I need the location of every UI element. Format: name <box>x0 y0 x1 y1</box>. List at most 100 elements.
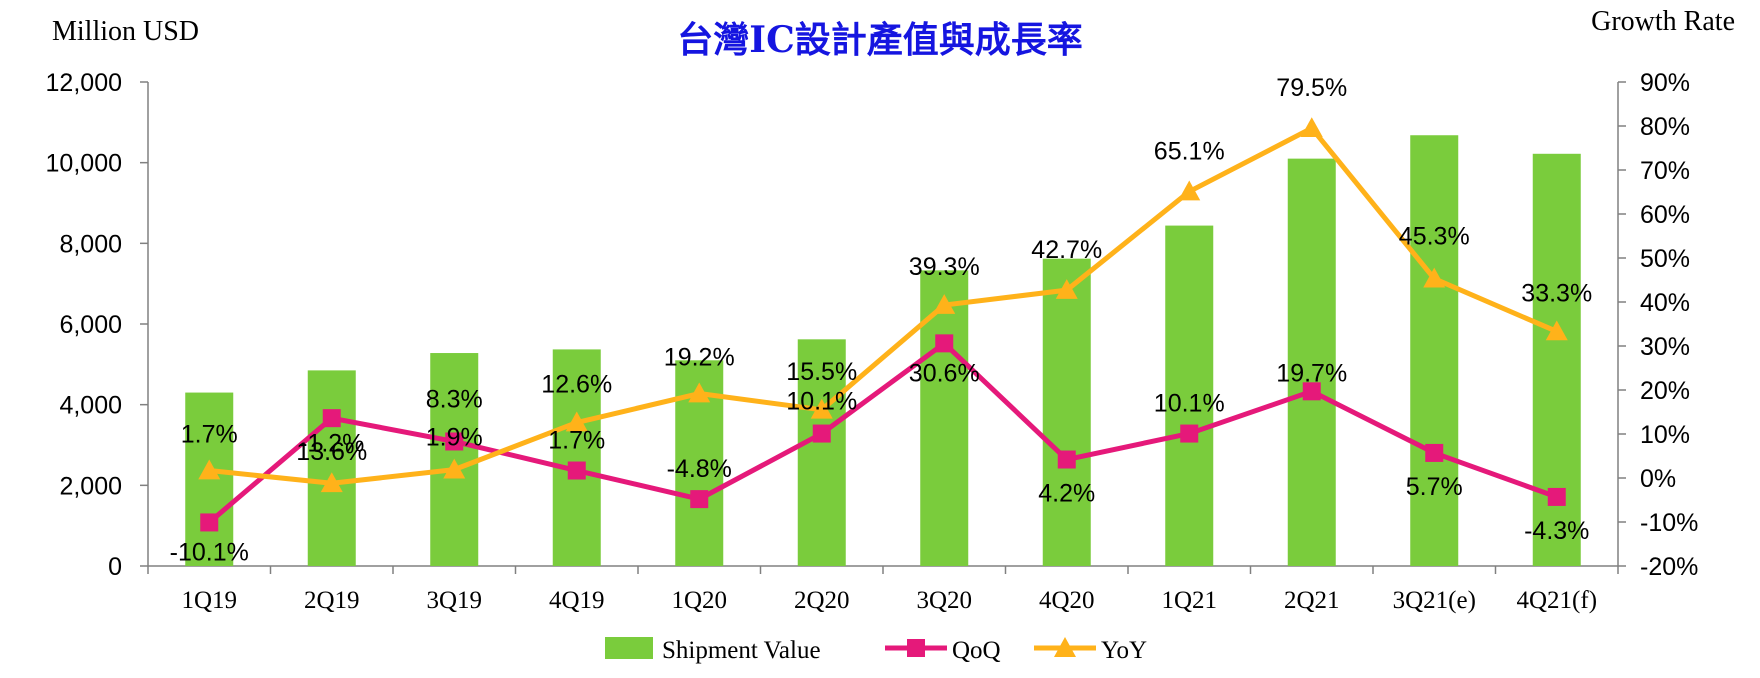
yoy-point <box>443 458 466 479</box>
qoq-point <box>1425 443 1444 462</box>
left-tick-label: 10,000 <box>46 150 122 178</box>
qoq-data-label: 8.3% <box>426 385 483 413</box>
left-tick-label: 0 <box>108 553 122 581</box>
qoq-point <box>1057 450 1076 469</box>
legend: Shipment Value QoQ YoY <box>605 637 1147 664</box>
yoy-point <box>320 472 343 493</box>
line-series <box>198 117 1568 532</box>
right-tick-label: 90% <box>1640 69 1690 97</box>
yoy-data-label: 79.5% <box>1276 74 1347 102</box>
left-axis-label: Million USD <box>52 16 199 47</box>
x-tick-label: 1Q19 <box>181 587 237 614</box>
series-line-yoy <box>208 125 1558 486</box>
legend-label-qoq: QoQ <box>952 637 1001 664</box>
left-tick-label: 6,000 <box>59 311 122 339</box>
x-tick-label: 4Q19 <box>549 587 605 614</box>
qoq-data-label: 4.2% <box>1038 480 1095 508</box>
qoq-point <box>567 461 586 480</box>
right-tick-label: 0% <box>1640 465 1676 493</box>
bar <box>797 339 846 566</box>
x-tick-label: 2Q20 <box>794 587 850 614</box>
qoq-point <box>690 490 709 509</box>
yoy-data-label: 33.3% <box>1521 279 1592 307</box>
x-tick-label: 4Q21(f) <box>1516 587 1597 614</box>
legend-swatch-shipment <box>605 637 653 659</box>
right-tick-label: 30% <box>1640 333 1690 361</box>
x-tick-label: 4Q20 <box>1039 587 1095 614</box>
left-tick-label: 2,000 <box>59 472 122 500</box>
bar <box>1287 158 1336 566</box>
qoq-data-label: 10.1% <box>1154 390 1225 418</box>
yoy-data-label: 42.7% <box>1031 236 1102 264</box>
right-tick-label: 50% <box>1640 245 1690 273</box>
bar <box>1165 225 1214 566</box>
yoy-data-label: 12.6% <box>541 371 612 399</box>
bar <box>552 349 601 566</box>
yoy-point <box>1423 267 1446 288</box>
right-tick-label: 60% <box>1640 201 1690 229</box>
yoy-point <box>810 398 833 419</box>
legend-label-yoy: YoY <box>1101 637 1147 664</box>
qoq-data-label: 13.6% <box>296 438 367 466</box>
right-axis-label: Growth Rate <box>1591 6 1735 37</box>
qoq-point <box>1302 382 1321 401</box>
qoq-data-label: 19.7% <box>1276 359 1347 387</box>
left-tick-label: 12,000 <box>46 69 122 97</box>
x-tick-label: 1Q20 <box>671 587 727 614</box>
yoy-point <box>1545 320 1568 341</box>
yoy-point <box>1178 180 1201 201</box>
right-tick-label: 80% <box>1640 113 1690 141</box>
qoq-point <box>322 409 341 428</box>
left-tick-label: 8,000 <box>59 230 122 258</box>
yoy-data-label: 39.3% <box>909 253 980 281</box>
yoy-data-label: -1.2% <box>299 429 364 457</box>
qoq-data-label: -4.8% <box>667 455 732 483</box>
right-tick-label: -20% <box>1640 553 1698 581</box>
qoq-point <box>445 432 464 451</box>
yoy-data-label: 19.2% <box>664 344 735 372</box>
right-tick-label: 10% <box>1640 421 1690 449</box>
yoy-point <box>688 382 711 403</box>
left-tick-label: 4,000 <box>59 392 122 420</box>
qoq-point <box>1180 424 1199 443</box>
chart-title: 台灣IC設計產值與成長率 <box>677 19 1083 61</box>
qoq-data-label: 10.1% <box>786 388 857 416</box>
right-tick-label: -10% <box>1640 509 1698 537</box>
right-tick-label: 20% <box>1640 377 1690 405</box>
yoy-data-label: 15.5% <box>786 358 857 386</box>
yoy-point <box>565 411 588 432</box>
x-tick-label: 1Q21 <box>1161 587 1217 614</box>
bar <box>307 370 356 566</box>
qoq-data-label: 30.6% <box>909 359 980 387</box>
yoy-data-label: 1.7% <box>181 421 238 449</box>
data-labels: -10.1% 13.6% 8.3% 1.7% -4.8% 10.1% 30.6% 4.2% 10… <box>170 74 1593 566</box>
right-tick-label: 40% <box>1640 289 1690 317</box>
axes: 0 2,000 4,000 6,000 8,000 10,000 12,000 -20% -10… <box>46 69 1699 614</box>
yoy-point <box>1300 117 1323 137</box>
qoq-data-label: -4.3% <box>1524 517 1589 545</box>
qoq-point <box>1547 487 1566 506</box>
x-tick-label: 3Q19 <box>426 587 482 614</box>
yoy-point <box>198 459 221 480</box>
bar <box>1410 135 1459 567</box>
legend-marker-qoq <box>907 639 925 657</box>
x-tick-label: 3Q21(e) <box>1393 587 1476 614</box>
legend-label-shipment: Shipment Value <box>662 637 821 664</box>
yoy-point <box>933 294 956 314</box>
qoq-point <box>812 424 831 443</box>
qoq-data-label: 5.7% <box>1406 473 1463 501</box>
right-tick-label: 70% <box>1640 157 1690 185</box>
yoy-point <box>1055 279 1078 299</box>
bar <box>1042 258 1091 566</box>
qoq-data-label: 1.7% <box>548 427 605 455</box>
qoq-point <box>200 513 219 532</box>
yoy-data-label: 65.1% <box>1154 138 1225 166</box>
yoy-data-label: 1.9% <box>426 424 483 452</box>
qoq-data-label: -10.1% <box>170 538 249 566</box>
qoq-point <box>935 334 954 353</box>
x-tick-label: 3Q20 <box>916 587 972 614</box>
legend-marker-yoy <box>1054 637 1076 657</box>
series-line-qoq <box>207 340 1558 525</box>
bar <box>920 270 969 566</box>
